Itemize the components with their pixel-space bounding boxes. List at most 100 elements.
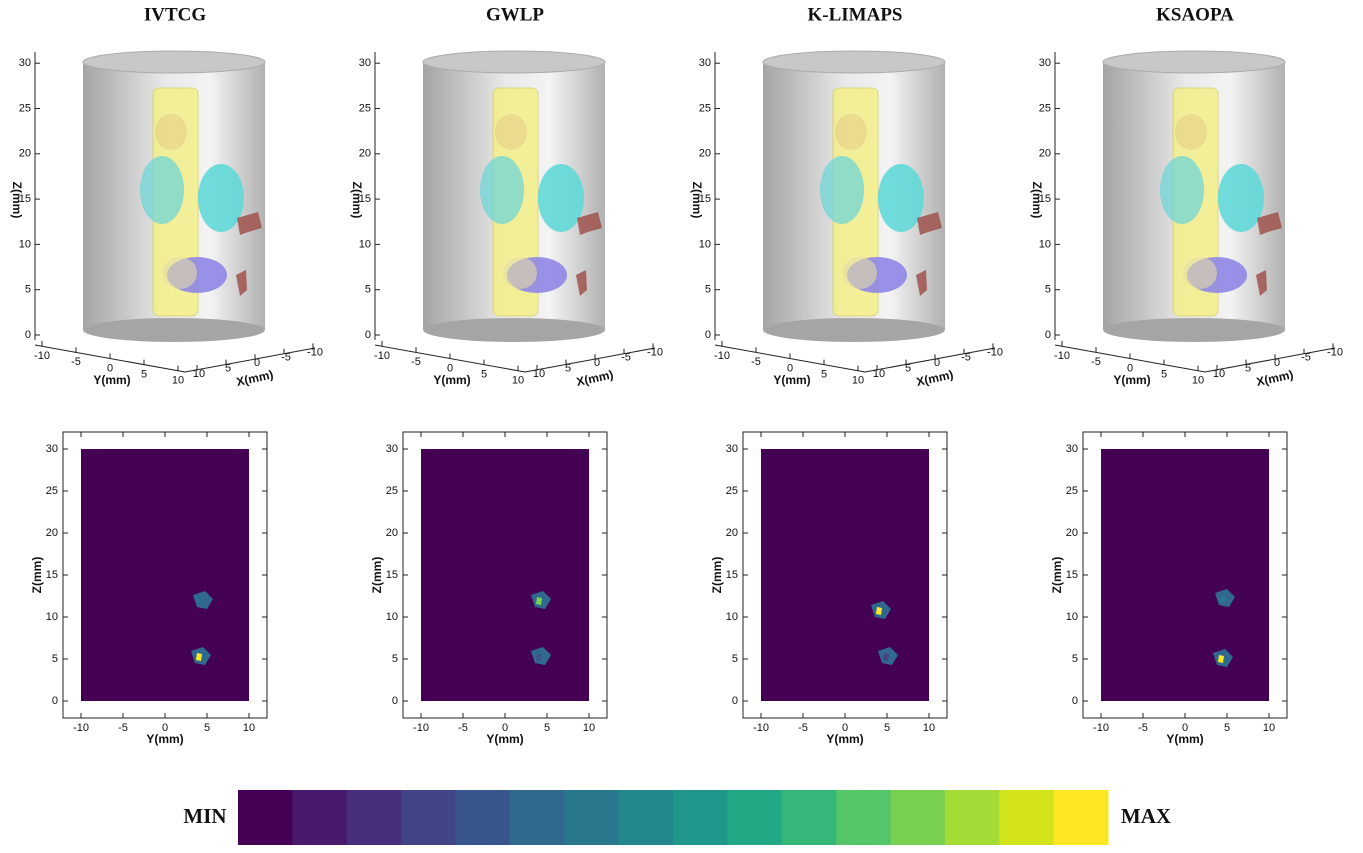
z-tick-label: 0 [1072, 695, 1078, 707]
x-tick-label: 5 [565, 363, 571, 375]
figure: IVTCG051015202530Z(mm)-10-50510Y(mm)1050… [0, 0, 1363, 848]
source-core [536, 597, 542, 605]
z-axis-label: Z(mm) [30, 557, 44, 594]
z-tick-label: 25 [1039, 102, 1051, 114]
y-tick-label: -10 [1054, 350, 1070, 362]
x-tick-label: 5 [225, 363, 231, 375]
x-tick-label: 0 [1274, 357, 1280, 369]
x-axis-label: X(mm) [235, 367, 274, 388]
colorbar-cell [401, 790, 456, 845]
y-axis-label: Y(mm) [1166, 732, 1203, 746]
z-tick-label: 30 [19, 57, 31, 69]
x-tick-label: 5 [905, 363, 911, 375]
cylinder-top [83, 51, 265, 73]
colorbar-cell [456, 790, 511, 845]
y-axis-label: Y(mm) [1113, 373, 1150, 387]
y-tick-label: -10 [714, 350, 730, 362]
y-tick-label: 5 [544, 722, 550, 734]
colorbar-cell [891, 790, 946, 845]
y-tick-label: 5 [821, 369, 827, 381]
y-tick-label: 10 [512, 375, 524, 387]
colorbar-max: MAX [1121, 804, 1171, 828]
x-tick-label: -10 [647, 346, 663, 358]
x-tick-label: 10 [193, 368, 205, 380]
source-core [1220, 595, 1226, 603]
field [81, 449, 249, 701]
x-tick-label: 0 [934, 357, 940, 369]
z-tick-label: 15 [46, 569, 58, 581]
y-tick-label: 10 [1263, 722, 1275, 734]
z-tick-label: 5 [25, 284, 31, 296]
z-tick-label: 10 [699, 238, 711, 250]
z-tick-label: 5 [392, 653, 398, 665]
z-tick-label: 10 [1039, 238, 1051, 250]
y-tick-label: 5 [1161, 369, 1167, 381]
y-tick-label: 5 [204, 722, 210, 734]
cylinder-bottom [83, 318, 265, 342]
y-tick-label: -5 [118, 722, 128, 734]
z-tick-label: 20 [726, 527, 738, 539]
cyan-right [878, 164, 924, 232]
panel: K-LIMAPS051015202530Z(mm)-10-50510Y(mm)1… [690, 4, 1003, 746]
x-tick-label: -5 [961, 352, 971, 364]
y-tick-label: -5 [411, 356, 421, 368]
z-axis-label: Z(mm) [10, 182, 24, 219]
z-tick-label: 5 [365, 284, 371, 296]
colorbar-min: MIN [183, 804, 226, 828]
colorbar-cell [510, 790, 565, 845]
colorbar-cell [1054, 790, 1109, 845]
z-tick-label: 10 [46, 611, 58, 623]
z-tick-label: 25 [726, 485, 738, 497]
x-tick-label: -5 [281, 352, 291, 364]
z-tick-label: 30 [386, 443, 398, 455]
sphere [1175, 114, 1207, 150]
colorbar-cell [836, 790, 891, 845]
z-tick-label: 0 [25, 329, 31, 341]
z-tick-label: 0 [392, 695, 398, 707]
z-tick-label: 10 [386, 611, 398, 623]
cylinder-top [1103, 51, 1285, 73]
source-core [198, 597, 204, 605]
cyan-left [820, 156, 864, 224]
z-tick-label: 20 [19, 148, 31, 160]
y-tick-label: 10 [923, 722, 935, 734]
z-tick-label: 25 [19, 102, 31, 114]
source-core [196, 653, 202, 661]
colorbar-cell [999, 790, 1054, 845]
y-tick-label: -5 [1091, 356, 1101, 368]
x-tick-label: -5 [621, 352, 631, 364]
y-tick-label: -10 [753, 722, 769, 734]
y-tick-label: -5 [458, 722, 468, 734]
cylinder-bottom [1103, 318, 1285, 342]
z-tick-label: 10 [726, 611, 738, 623]
y-tick-label: -5 [71, 356, 81, 368]
z-axis-label: Z(mm) [710, 557, 724, 594]
x-tick-label: 10 [1213, 368, 1225, 380]
y-tick-label: 5 [1224, 722, 1230, 734]
z-axis-label: Z(mm) [350, 182, 364, 219]
panel-title: GWLP [486, 4, 544, 25]
z-tick-label: 25 [46, 485, 58, 497]
colorbar-cell [564, 790, 619, 845]
y-tick-label: -10 [413, 722, 429, 734]
z-tick-label: 15 [1066, 569, 1078, 581]
panel: GWLP051015202530Z(mm)-10-50510Y(mm)1050-… [350, 4, 663, 746]
sphere [495, 114, 527, 150]
z-tick-label: 5 [705, 284, 711, 296]
x-tick-label: -10 [1327, 346, 1343, 358]
z-tick-label: 30 [699, 57, 711, 69]
z-axis-label: Z(mm) [1050, 557, 1064, 594]
cylinder-bottom [423, 318, 605, 342]
z-axis-label: Z(mm) [690, 182, 704, 219]
z-tick-label: 30 [1039, 57, 1051, 69]
y-tick-label: -10 [73, 722, 89, 734]
z-tick-label: 10 [359, 238, 371, 250]
z-tick-label: 30 [359, 57, 371, 69]
y-tick-label: -5 [798, 722, 808, 734]
sphere [155, 114, 187, 150]
cylinder-top [763, 51, 945, 73]
y-tick-label: 10 [243, 722, 255, 734]
y-axis-label: Y(mm) [486, 732, 523, 746]
z-tick-label: 0 [705, 329, 711, 341]
z-tick-label: 10 [19, 238, 31, 250]
